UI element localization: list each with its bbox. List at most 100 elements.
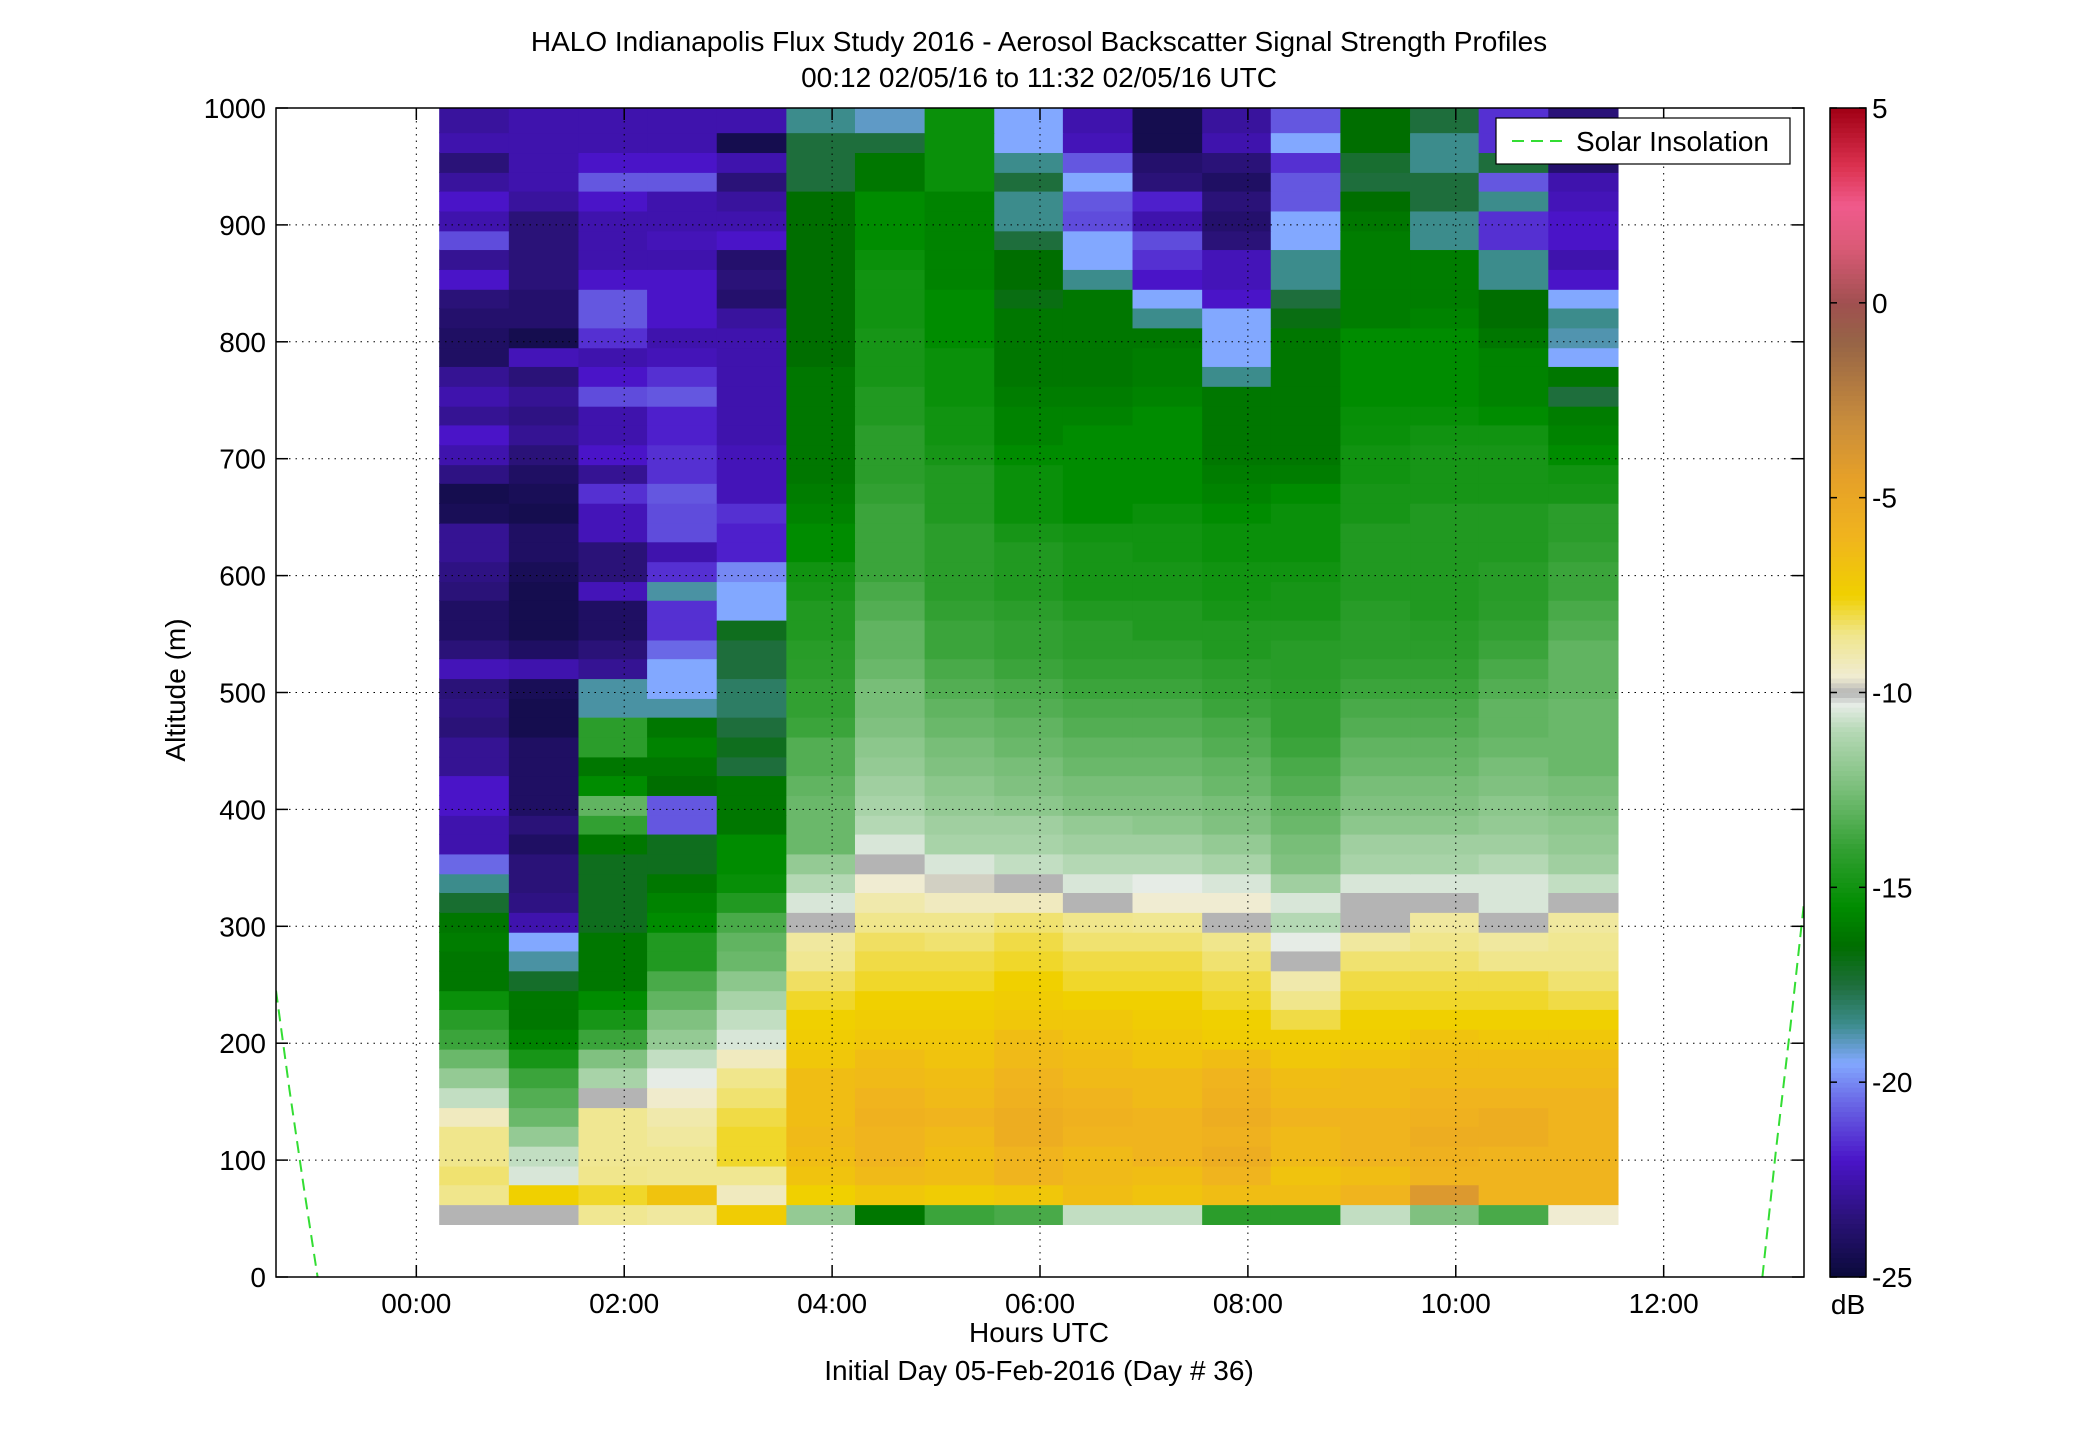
heatmap-cell	[1132, 678, 1203, 699]
heatmap-cell	[1548, 775, 1619, 796]
heatmap-cell	[647, 1146, 718, 1167]
heatmap-cell	[1478, 970, 1549, 992]
heatmap-cell	[1202, 307, 1272, 329]
heatmap-cell	[994, 756, 1064, 777]
heatmap-cell	[786, 424, 856, 446]
colorbar-segment	[1830, 1145, 1866, 1151]
colorbar-segment	[1830, 1121, 1866, 1127]
colorbar-segment	[1830, 239, 1866, 245]
heatmap-cell	[647, 581, 718, 601]
heatmap-cell	[786, 678, 856, 699]
heatmap-cell	[1548, 756, 1619, 777]
heatmap-cell	[994, 678, 1064, 699]
heatmap-cell	[924, 639, 995, 660]
heatmap-cell	[1062, 833, 1134, 855]
colorbar-segment	[1830, 643, 1866, 650]
colorbar-segment	[1830, 1052, 1866, 1059]
heatmap-cell	[924, 424, 995, 446]
heatmap-cell	[1132, 833, 1203, 855]
heatmap-cell	[1132, 639, 1203, 660]
colorbar-segment	[1830, 770, 1866, 776]
colorbar-segment	[1830, 297, 1866, 304]
heatmap-cell	[508, 347, 580, 367]
heatmap-cell	[1410, 892, 1480, 913]
colorbar-segment	[1830, 638, 1866, 645]
colorbar-segment	[1830, 307, 1866, 314]
heatmap-cell	[716, 483, 787, 504]
heatmap-cell	[1062, 1049, 1134, 1069]
colorbar-segment	[1830, 458, 1866, 465]
heatmap-cell	[439, 523, 510, 543]
colorbar-segment	[1830, 999, 1866, 1005]
colorbar-segment	[1830, 799, 1866, 806]
colorbar-segment	[1830, 468, 1866, 474]
colorbar-segment	[1830, 551, 1866, 557]
heatmap-cell	[1132, 873, 1203, 893]
heatmap-cell	[1340, 132, 1411, 154]
colorbar-segment	[1830, 721, 1866, 728]
heatmap-cell	[716, 191, 787, 212]
colorbar-tick-label: -15	[1872, 872, 1912, 903]
heatmap-cell	[786, 600, 856, 621]
heatmap-cell	[716, 775, 787, 796]
heatmap-cell	[1478, 307, 1549, 329]
y-axis: 0 100 200 300 400 500 600 700 800 900 1000	[204, 93, 1804, 1293]
heatmap-cell	[647, 347, 718, 367]
heatmap-cell	[786, 289, 856, 309]
heatmap-cell	[1410, 386, 1480, 407]
heatmap-cell	[1340, 1184, 1411, 1206]
y-tick-label: 600	[219, 561, 266, 592]
heatmap-cell	[1478, 678, 1549, 699]
heatmap-cell	[1132, 775, 1203, 796]
colorbar-segment	[1830, 176, 1866, 182]
colorbar-segment	[1830, 185, 1866, 192]
heatmap-cell	[1410, 406, 1480, 426]
heatmap-cell	[1410, 1184, 1480, 1206]
colorbar-segment	[1830, 945, 1866, 952]
heatmap-cell	[1340, 464, 1411, 484]
heatmap-cell	[439, 1165, 510, 1186]
heatmap-cell	[1548, 678, 1619, 699]
heatmap-cell	[1132, 541, 1203, 563]
heatmap-cell	[1270, 639, 1341, 660]
heatmap-cell	[439, 386, 510, 407]
colorbar-segment	[1830, 629, 1866, 635]
heatmap-cell	[854, 230, 926, 251]
heatmap-cell	[1340, 970, 1411, 992]
heatmap-cell	[508, 932, 580, 952]
colorbar-segment	[1830, 765, 1866, 772]
heatmap-cell	[994, 932, 1064, 952]
colorbar-segment	[1830, 215, 1866, 221]
heatmap-cell	[1270, 795, 1341, 816]
heatmap-cell	[786, 853, 856, 875]
heatmap-cell	[647, 1029, 718, 1050]
heatmap-cell	[1340, 366, 1411, 387]
heatmap-cell	[508, 678, 580, 699]
heatmap-cell	[1478, 523, 1549, 543]
heatmap-cell	[647, 990, 718, 1010]
heatmap-cell	[924, 523, 995, 543]
heatmap-cell	[1340, 152, 1411, 173]
heatmap-cell	[1132, 717, 1203, 738]
heatmap-cell	[1478, 1049, 1549, 1069]
heatmap-cell	[508, 366, 580, 387]
heatmap-cell	[994, 366, 1064, 387]
heatmap-cell	[854, 444, 926, 466]
heatmap-cell	[1548, 600, 1619, 621]
heatmap-cell	[578, 523, 648, 543]
heatmap-cell	[1478, 406, 1549, 426]
colorbar-segment	[1830, 108, 1866, 114]
colorbar-segment	[1830, 200, 1866, 207]
colorbar-segment	[1830, 1067, 1866, 1074]
heatmap-cell	[1270, 678, 1341, 699]
heatmap-cell	[508, 1165, 580, 1186]
heatmap-cell	[647, 756, 718, 777]
heatmap-cell	[786, 210, 856, 232]
heatmap-cell	[1340, 210, 1411, 232]
heatmap-cell	[647, 1126, 718, 1147]
heatmap-cell	[1340, 424, 1411, 446]
heatmap-cell	[1410, 620, 1480, 641]
heatmap-cell	[647, 736, 718, 758]
colorbar-segment	[1830, 419, 1866, 426]
colorbar-segment	[1830, 833, 1866, 840]
